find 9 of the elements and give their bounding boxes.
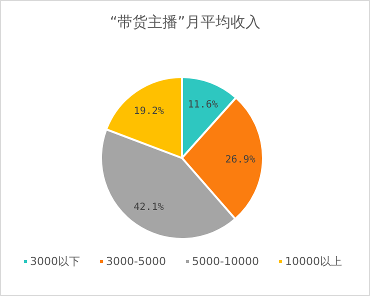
legend-label: 10000以上 [284,255,342,268]
legend-label: 3000以下 [30,255,80,268]
legend-label: 5000-10000 [192,255,259,268]
data-label: 26.9% [225,154,256,166]
legend-label: 3000-5000 [106,255,166,268]
chart-title: “带货主播”月平均收入 [110,13,260,31]
data-label: 11.6% [188,100,218,111]
data-label: 42.1% [134,202,164,213]
data-label: 19.2% [134,106,164,118]
